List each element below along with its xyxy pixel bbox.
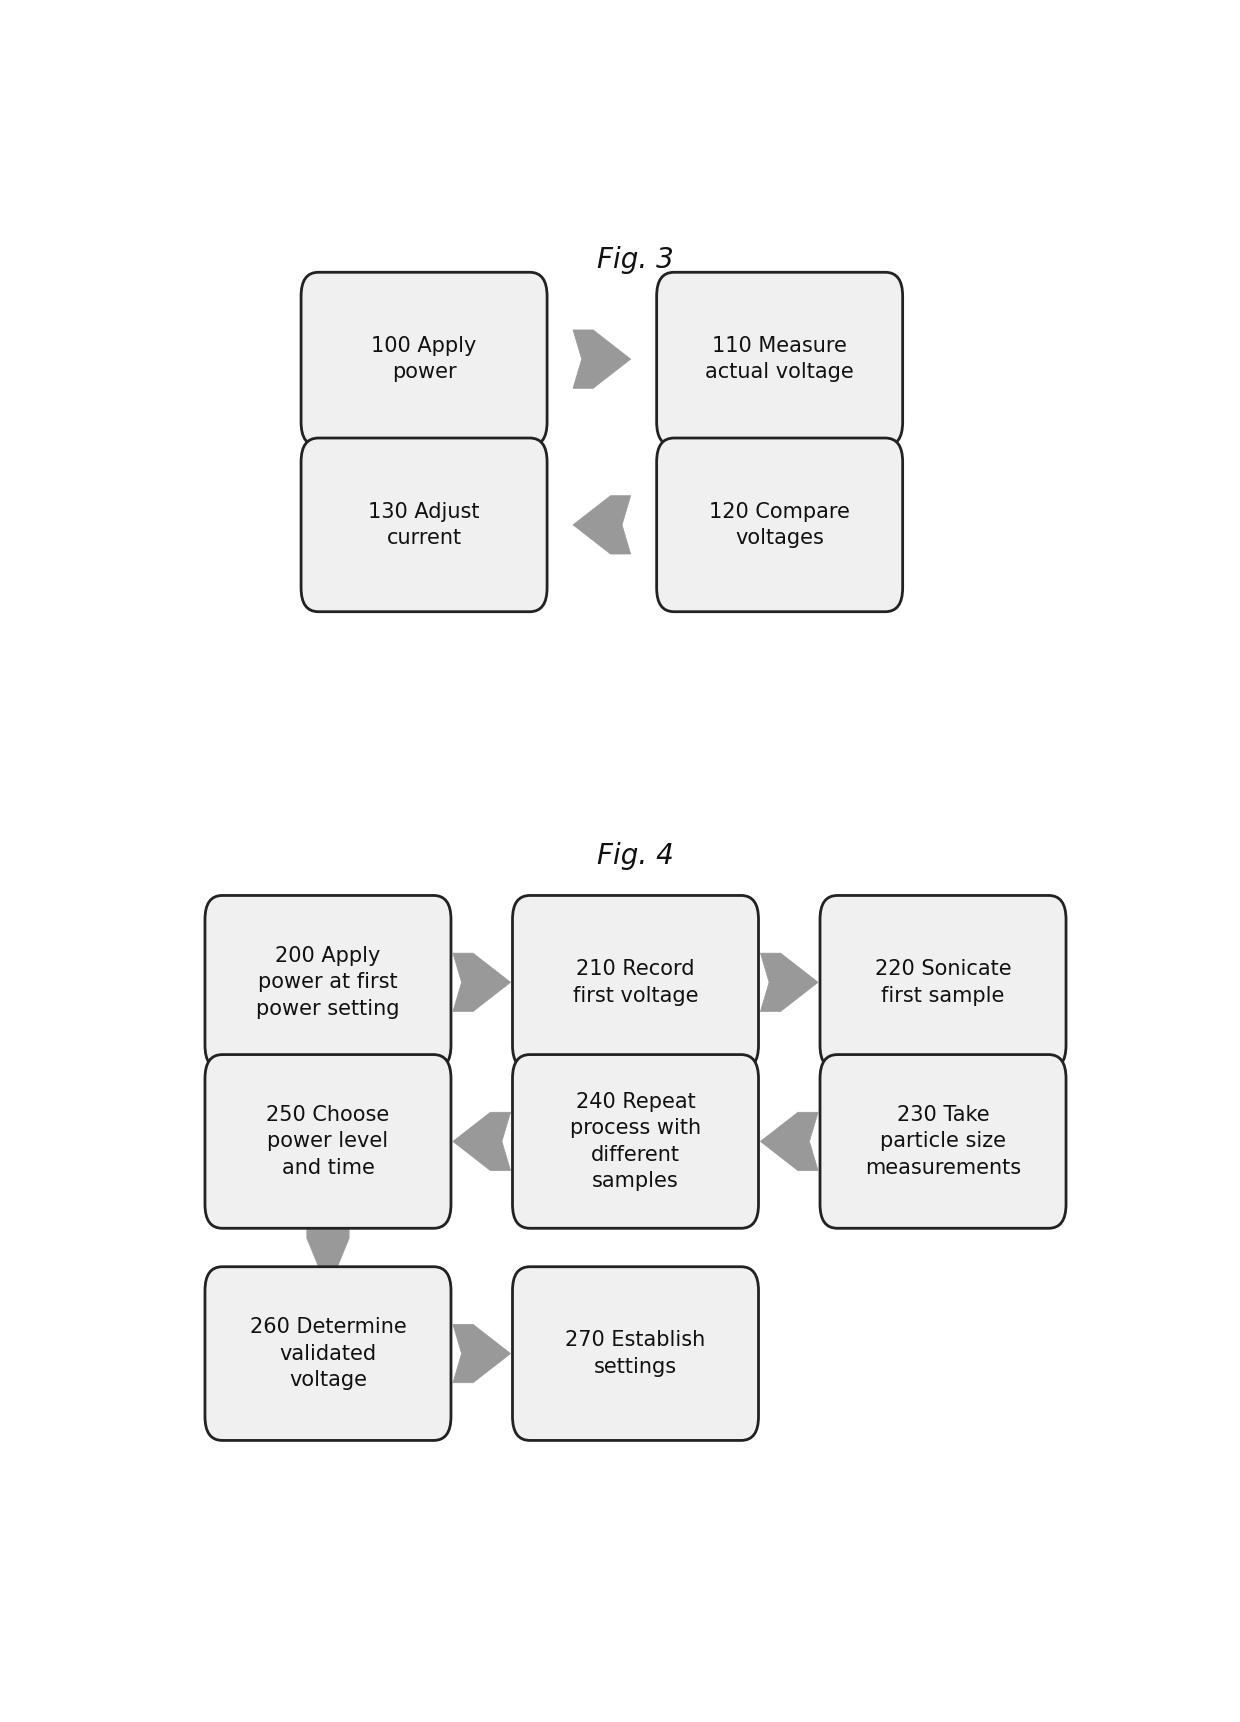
Polygon shape: [453, 954, 511, 1011]
Text: 250 Choose
power level
and time: 250 Choose power level and time: [267, 1106, 389, 1178]
Text: 260 Determine
validated
voltage: 260 Determine validated voltage: [249, 1317, 407, 1390]
Text: Fig. 3: Fig. 3: [598, 246, 673, 274]
Polygon shape: [573, 331, 631, 387]
Text: Fig. 4: Fig. 4: [598, 842, 673, 870]
FancyBboxPatch shape: [657, 437, 903, 611]
Text: 130 Adjust
current: 130 Adjust current: [368, 501, 480, 548]
Text: 110 Measure
actual voltage: 110 Measure actual voltage: [706, 336, 854, 382]
FancyBboxPatch shape: [512, 1054, 759, 1228]
FancyBboxPatch shape: [512, 895, 759, 1069]
FancyBboxPatch shape: [657, 272, 903, 446]
FancyBboxPatch shape: [301, 272, 547, 446]
FancyBboxPatch shape: [205, 1054, 451, 1228]
Polygon shape: [453, 1324, 511, 1383]
FancyBboxPatch shape: [301, 437, 547, 611]
Text: 220 Sonicate
first sample: 220 Sonicate first sample: [874, 959, 1012, 1006]
FancyBboxPatch shape: [205, 895, 451, 1069]
Polygon shape: [921, 1011, 965, 1104]
Polygon shape: [760, 954, 818, 1011]
Text: 270 Establish
settings: 270 Establish settings: [565, 1331, 706, 1378]
Text: 240 Repeat
process with
different
samples: 240 Repeat process with different sample…: [570, 1092, 701, 1192]
Polygon shape: [453, 1112, 511, 1171]
Polygon shape: [573, 496, 631, 554]
FancyBboxPatch shape: [512, 1267, 759, 1440]
FancyBboxPatch shape: [205, 1267, 451, 1440]
Polygon shape: [760, 1112, 818, 1171]
Polygon shape: [306, 1199, 350, 1290]
FancyBboxPatch shape: [820, 1054, 1066, 1228]
Text: 200 Apply
power at first
power setting: 200 Apply power at first power setting: [257, 945, 399, 1019]
Polygon shape: [759, 389, 801, 480]
Text: 210 Record
first voltage: 210 Record first voltage: [573, 959, 698, 1006]
Text: 230 Take
particle size
measurements: 230 Take particle size measurements: [866, 1106, 1021, 1178]
FancyBboxPatch shape: [820, 895, 1066, 1069]
Text: 120 Compare
voltages: 120 Compare voltages: [709, 501, 851, 548]
Text: 100 Apply
power: 100 Apply power: [372, 336, 476, 382]
